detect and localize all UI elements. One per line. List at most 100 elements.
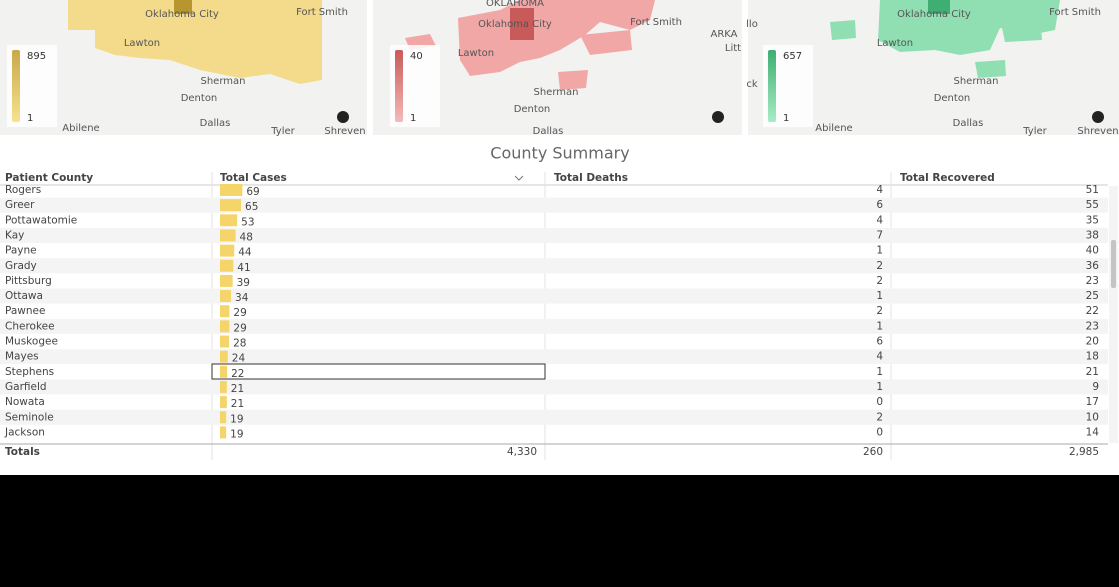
row-stripe: [0, 197, 1108, 213]
cases-cell: 44: [238, 247, 252, 259]
cases-bar: [220, 214, 238, 227]
row-stripe: [0, 258, 1108, 274]
deaths-cell: 0: [876, 396, 883, 408]
county-cell: Payne: [5, 245, 37, 257]
totals-cell: 4,330: [507, 446, 537, 458]
cases-cell: 41: [237, 262, 250, 274]
column-header[interactable]: Total Deaths: [554, 172, 628, 184]
map-label: Litt: [725, 43, 741, 54]
county-cell: Seminole: [5, 411, 54, 423]
column-header[interactable]: Total Cases: [220, 172, 287, 184]
legend-gradient: [395, 50, 403, 122]
cases-bar: [220, 229, 236, 242]
cases-bar: [220, 365, 228, 378]
deaths-cell: 2: [876, 275, 883, 287]
legend-max: 895: [27, 51, 46, 62]
cases-bar: [220, 396, 227, 409]
county-cell: Rogers: [5, 184, 41, 196]
totals-cell: 260: [863, 446, 883, 458]
cases-bar: [220, 426, 227, 439]
recovered-cell: 23: [1086, 320, 1099, 332]
totals-cell: 2,985: [1069, 446, 1099, 458]
recovered-cell: 25: [1086, 290, 1099, 302]
map-label: ck: [746, 79, 757, 90]
deaths-cell: 1: [876, 290, 883, 302]
map-region: [405, 0, 655, 90]
recovered-cell: 35: [1086, 214, 1099, 226]
map-label: Oklahoma City: [478, 19, 552, 30]
scrollbar-track[interactable]: [1109, 186, 1118, 443]
county-cell: Ottawa: [5, 290, 43, 302]
column-header[interactable]: Patient County: [5, 172, 93, 184]
cases-bar: [220, 290, 232, 303]
deaths-cell: 1: [876, 366, 883, 378]
county-cell: Stephens: [5, 366, 54, 378]
cases-cell: 21: [231, 383, 244, 395]
info-icon[interactable]: [1092, 111, 1104, 123]
recovered-cell: 9: [1092, 381, 1099, 393]
map-region: [68, 0, 322, 84]
map-region: [174, 0, 192, 14]
recovered-cell: 51: [1086, 184, 1099, 196]
map-label: Denton: [514, 104, 551, 115]
cases-cell: 22: [231, 368, 244, 380]
map-label: Oklahoma City: [145, 9, 219, 20]
map-region: [928, 0, 950, 14]
cases-cell: 39: [237, 277, 250, 289]
row-stripe: [0, 409, 1108, 425]
map-label: Fort Smith: [630, 17, 682, 28]
county-cell: Jackson: [4, 426, 45, 438]
cases-bar: [220, 305, 230, 318]
legend-gradient: [768, 50, 776, 122]
recovered-cell: 21: [1086, 366, 1099, 378]
map-region: [830, 0, 1060, 78]
map-label: Dallas: [533, 126, 564, 137]
map-label: ARKA: [710, 29, 737, 40]
legend-min: 1: [783, 113, 789, 124]
map-label: Denton: [181, 93, 218, 104]
cases-bar: [220, 380, 227, 393]
deaths-cell: 6: [876, 199, 883, 211]
county-cell: Pawnee: [5, 305, 45, 317]
county-cell: Pottawatomie: [5, 214, 77, 226]
deaths-cell: 4: [876, 214, 883, 226]
sort-icon[interactable]: [514, 175, 524, 181]
map-label: Lawton: [877, 38, 913, 49]
map-label: OKLAHOMA: [486, 0, 544, 9]
map-label: Oklahoma City: [897, 9, 971, 20]
cases-cell: 65: [245, 201, 258, 213]
cases-cell: 48: [240, 231, 253, 243]
deaths-cell: 7: [876, 229, 883, 241]
map-label: Tyler: [1022, 126, 1047, 137]
deaths-cell: 1: [876, 381, 883, 393]
legend-max: 657: [783, 51, 802, 62]
map-label: Abilene: [815, 123, 852, 134]
recovered-cell: 22: [1086, 305, 1099, 317]
scrollbar-thumb[interactable]: [1111, 240, 1116, 288]
row-stripe: [0, 349, 1108, 365]
info-icon[interactable]: [337, 111, 349, 123]
legend-min: 1: [27, 113, 33, 124]
cases-bar: [220, 350, 228, 363]
map-label: Dallas: [200, 118, 231, 129]
county-cell: Nowata: [5, 396, 45, 408]
deaths-cell: 2: [876, 260, 883, 272]
county-cell: Garfield: [5, 381, 47, 393]
deaths-cell: 6: [876, 336, 883, 348]
recovered-cell: 40: [1086, 245, 1099, 257]
row-stripe: [0, 318, 1108, 334]
cases-cell: 53: [241, 216, 254, 228]
map-label: Sherman: [954, 76, 999, 87]
info-icon[interactable]: [712, 111, 724, 123]
recovered-cell: 18: [1086, 351, 1099, 363]
cases-bar: [220, 259, 234, 272]
row-stripe: [0, 227, 1108, 243]
totals-label: Totals: [5, 446, 40, 458]
county-cell: Grady: [5, 260, 37, 272]
cases-cell: 29: [233, 307, 246, 319]
deaths-cell: 4: [876, 351, 883, 363]
county-cell: Pittsburg: [5, 275, 52, 287]
cases-bar: [220, 184, 243, 196]
map-label: Fort Smith: [1049, 7, 1101, 18]
column-header[interactable]: Total Recovered: [900, 172, 995, 184]
